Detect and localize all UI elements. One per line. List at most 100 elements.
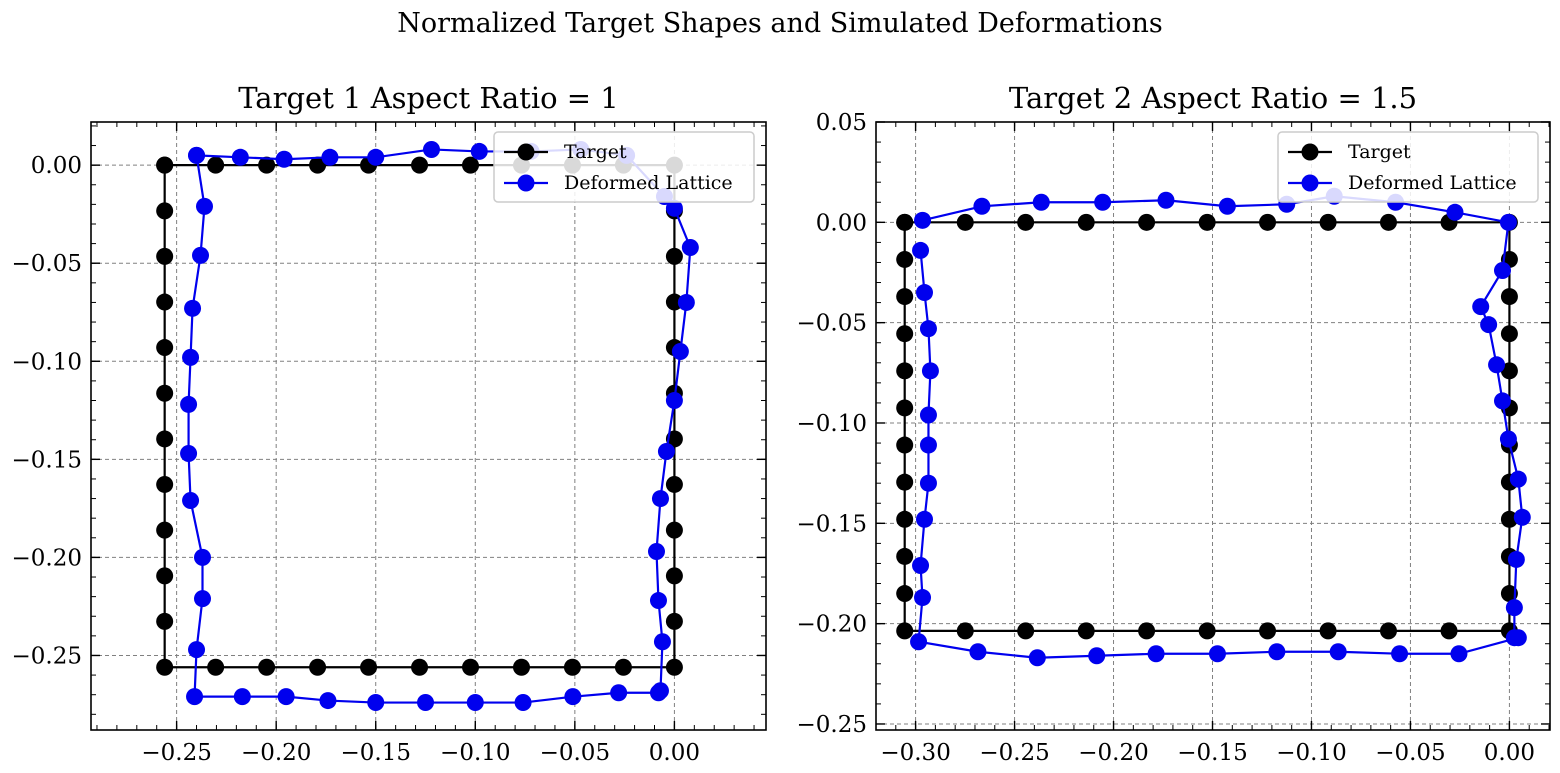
data-point (275, 150, 293, 168)
data-point (156, 567, 174, 585)
data-point (196, 197, 213, 215)
data-point (194, 590, 211, 608)
data-point (1259, 622, 1277, 640)
data-point (896, 510, 914, 528)
y-tick-label: −0.05 (797, 311, 867, 337)
legend-label: Deformed Lattice (564, 172, 733, 194)
data-point (188, 146, 206, 164)
legend-marker (1301, 143, 1319, 161)
data-point (207, 658, 225, 676)
data-point (896, 622, 914, 640)
data-point (1379, 622, 1397, 640)
data-point (1500, 288, 1518, 306)
data-point (1017, 622, 1035, 640)
data-point (319, 692, 337, 710)
y-tick-label: 0.00 (816, 210, 867, 236)
data-point (194, 548, 211, 566)
series-line (903, 221, 1511, 632)
x-tick-label: 0.00 (1484, 740, 1535, 766)
legend-frame (493, 131, 755, 203)
data-point (919, 474, 937, 492)
data-point (1208, 645, 1226, 663)
data-point (1505, 599, 1523, 617)
data-point (1198, 213, 1216, 231)
legend-marker (517, 174, 535, 192)
x-tick-label: −0.05 (540, 740, 610, 766)
data-point (417, 694, 435, 712)
x-tick-label: −0.20 (1078, 740, 1148, 766)
subplot-1: Target 1 Aspect Ratio = 1 −0.25 −0.20 −0.15… (12, 81, 767, 766)
data-point (367, 694, 385, 712)
data-point (1268, 643, 1286, 661)
subplot-title: Target 1 Aspect Ratio = 1 (238, 81, 619, 115)
x-tick-label: −0.25 (979, 740, 1049, 766)
data-point (665, 392, 683, 409)
axes-frame (90, 121, 767, 731)
data-point (182, 492, 200, 510)
data-point (1480, 316, 1498, 334)
data-point (321, 148, 339, 166)
data-point (665, 658, 683, 676)
data-point (192, 246, 210, 264)
y-tick-label: −0.05 (12, 251, 82, 277)
series-0 (156, 156, 683, 676)
series-1 (910, 187, 1531, 667)
data-point (184, 299, 202, 317)
x-tick-label: −0.25 (141, 740, 211, 766)
data-point (156, 612, 174, 630)
data-point (422, 140, 440, 158)
data-point (1157, 191, 1175, 209)
data-point (1440, 622, 1458, 640)
y-tick-label: −0.20 (797, 612, 867, 638)
data-point (1077, 622, 1095, 640)
data-point (231, 148, 249, 166)
data-point (649, 592, 667, 610)
data-point (896, 213, 914, 231)
data-point (1077, 213, 1095, 231)
data-point (1259, 213, 1277, 231)
data-point (914, 589, 932, 607)
data-point (896, 362, 914, 380)
data-point (914, 211, 932, 229)
legend-frame (1277, 131, 1539, 203)
y-tick-label: −0.15 (12, 447, 82, 473)
data-point (1509, 470, 1527, 488)
data-point (916, 284, 933, 302)
legend-marker (517, 143, 535, 161)
data-point (564, 688, 582, 706)
data-point (1472, 298, 1490, 316)
data-point (896, 473, 914, 491)
data-point (919, 320, 937, 338)
data-point (1391, 645, 1409, 663)
data-point (514, 694, 532, 712)
x-tick-label: −0.15 (340, 740, 410, 766)
data-point (466, 694, 484, 712)
data-point (309, 658, 327, 676)
data-point (649, 684, 667, 702)
data-point (207, 156, 225, 174)
data-point (916, 510, 933, 528)
data-point (665, 521, 683, 539)
data-point (973, 197, 991, 215)
data-point (1493, 261, 1511, 279)
data-point (411, 156, 429, 174)
data-point (896, 250, 914, 268)
data-point (182, 348, 200, 366)
data-point (1499, 213, 1517, 231)
data-point (1500, 362, 1518, 380)
data-point (665, 612, 683, 630)
figure-suptitle: Normalized Target Shapes and Simulated D… (397, 8, 1163, 39)
y-tick-label: −0.10 (12, 349, 82, 375)
data-point (921, 362, 939, 380)
data-point (653, 633, 671, 651)
data-point (156, 521, 174, 539)
data-point (1138, 622, 1156, 640)
x-tick-label: −0.30 (880, 740, 950, 766)
data-point (896, 585, 914, 603)
data-point (1028, 649, 1046, 667)
data-point (665, 199, 683, 217)
legend-marker (1301, 174, 1319, 192)
data-point (956, 622, 974, 640)
data-point (896, 547, 914, 565)
x-tick-label: −0.20 (241, 740, 311, 766)
